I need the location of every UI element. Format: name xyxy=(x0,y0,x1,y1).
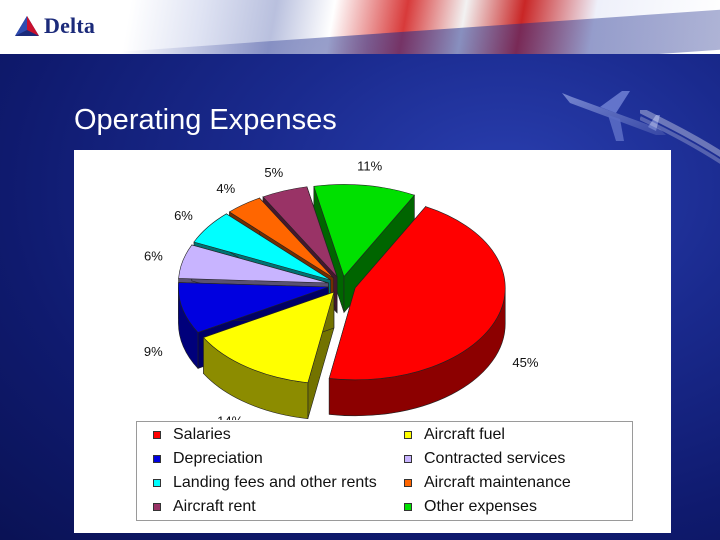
pie-labels: 45% 14% 9% 6% 6% 4% 5% 11% xyxy=(144,159,539,420)
header-band xyxy=(0,0,720,54)
legend-item: Contracted services xyxy=(404,450,565,468)
pie-slice xyxy=(313,184,415,278)
delta-logo: Delta xyxy=(14,13,95,39)
chart-panel: 45% 14% 9% 6% 6% 4% 5% 11% Salaries Aircraft fu… xyxy=(74,150,671,533)
legend-label: Landing fees and other rents xyxy=(173,474,377,491)
legend-item: Landing fees and other rents xyxy=(153,474,377,492)
legend-swatch xyxy=(153,455,161,463)
legend-item: Aircraft maintenance xyxy=(404,474,571,492)
pie-slice xyxy=(262,186,338,278)
slice-percent-label: 11% xyxy=(357,159,382,174)
slice-percent-label: 4% xyxy=(216,181,235,196)
pie-tops xyxy=(178,184,506,384)
legend-label: Aircraft fuel xyxy=(424,426,505,443)
slide-title: Operating Expenses xyxy=(74,104,337,136)
pie-slice xyxy=(193,213,331,281)
logo-text: Delta xyxy=(44,13,96,38)
pie-slice xyxy=(328,206,506,381)
chart-legend: Salaries Aircraft fuel Depreciation Cont… xyxy=(136,421,633,521)
airplane-icon xyxy=(562,91,666,141)
legend-item: Other expenses xyxy=(404,498,537,516)
legend-label: Contracted services xyxy=(424,450,566,467)
legend-label: Other expenses xyxy=(424,498,537,515)
contrail-decoration xyxy=(640,110,720,164)
pie-slice xyxy=(202,291,335,384)
slice-percent-label: 5% xyxy=(264,165,283,180)
legend-item: Aircraft rent xyxy=(153,498,256,516)
legend-label: Aircraft maintenance xyxy=(424,474,571,491)
pie-slice xyxy=(228,197,334,279)
legend-item: Depreciation xyxy=(153,450,263,468)
legend-label: Salaries xyxy=(173,426,231,443)
slice-percent-label: 6% xyxy=(144,248,163,263)
legend-label: Depreciation xyxy=(173,450,263,467)
legend-swatch xyxy=(404,455,412,463)
slice-percent-label: 14% xyxy=(217,414,243,420)
legend-label: Aircraft rent xyxy=(173,498,256,515)
legend-swatch xyxy=(404,503,412,511)
pie-slice xyxy=(178,282,329,333)
slice-percent-label: 45% xyxy=(512,355,538,370)
slice-percent-label: 6% xyxy=(174,208,193,223)
delta-widget-icon xyxy=(15,16,39,36)
legend-swatch xyxy=(404,479,412,487)
slice-percent-label: 9% xyxy=(144,344,163,359)
pie-slice xyxy=(178,244,329,284)
legend-item: Aircraft fuel xyxy=(404,426,505,444)
legend-swatch xyxy=(404,431,412,439)
legend-swatch xyxy=(153,503,161,511)
legend-swatch xyxy=(153,479,161,487)
pie-chart: 45% 14% 9% 6% 6% 4% 5% 11% xyxy=(144,159,539,420)
legend-item: Salaries xyxy=(153,426,231,444)
legend-swatch xyxy=(153,431,161,439)
